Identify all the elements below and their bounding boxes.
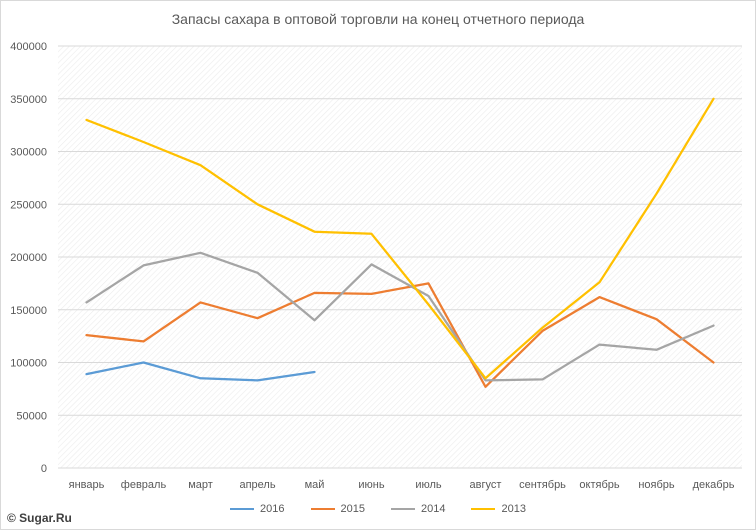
series-line-2016 [85, 361, 316, 382]
x-tick-label: декабрь [693, 479, 735, 491]
series-lines [85, 97, 715, 388]
y-tick-label: 350000 [10, 94, 47, 106]
x-tick-label: ноябрь [638, 479, 675, 491]
y-tick-label: 150000 [10, 305, 47, 317]
legend: 2016 2015 2014 2013 [1, 503, 755, 515]
legend-swatch [310, 508, 335, 510]
x-tick-label: март [188, 479, 213, 491]
series-line-2013 [85, 97, 715, 380]
y-tick-label: 200000 [10, 252, 47, 264]
legend-swatch [471, 508, 496, 510]
legend-swatch [230, 508, 255, 510]
x-tick-label: октябрь [579, 479, 619, 491]
y-tick-label: 50000 [16, 410, 47, 422]
y-axis-tick-labels: 0 50000 100000 150000 200000 250000 300000 3500… [10, 41, 47, 475]
x-tick-label: август [470, 479, 502, 491]
x-tick-label: февраль [121, 479, 167, 491]
y-tick-label: 250000 [10, 199, 47, 211]
legend-item-2016: 2016 [230, 503, 285, 515]
legend-item-2013: 2013 [471, 503, 526, 515]
legend-label: 2015 [340, 503, 365, 515]
x-axis-tick-labels: январь февраль март апрель май июнь июль август… [69, 479, 735, 491]
legend-label: 2014 [421, 503, 446, 515]
legend-item-2015: 2015 [310, 503, 365, 515]
x-tick-label: июнь [358, 479, 384, 491]
legend-label: 2013 [501, 503, 526, 515]
x-tick-label: сентябрь [519, 479, 566, 491]
y-tick-label: 300000 [10, 147, 47, 159]
legend-swatch [391, 508, 415, 510]
x-tick-label: январь [69, 479, 105, 491]
chart-title: Запасы сахара в оптовой торговли на коне… [171, 11, 585, 27]
x-tick-label: июль [415, 479, 442, 491]
watermark: © Sugar.Ru [7, 511, 72, 525]
x-tick-label: май [305, 479, 325, 491]
y-tick-label: 400000 [10, 41, 47, 53]
legend-label: 2016 [260, 503, 285, 515]
series-line-2015 [85, 282, 715, 388]
y-tick-label: 0 [41, 463, 47, 475]
legend-item-2014: 2014 [391, 503, 445, 515]
y-tick-label: 100000 [10, 358, 47, 370]
series-line-2014 [85, 251, 715, 382]
gridlines [58, 45, 742, 469]
x-tick-label: апрель [239, 479, 275, 491]
